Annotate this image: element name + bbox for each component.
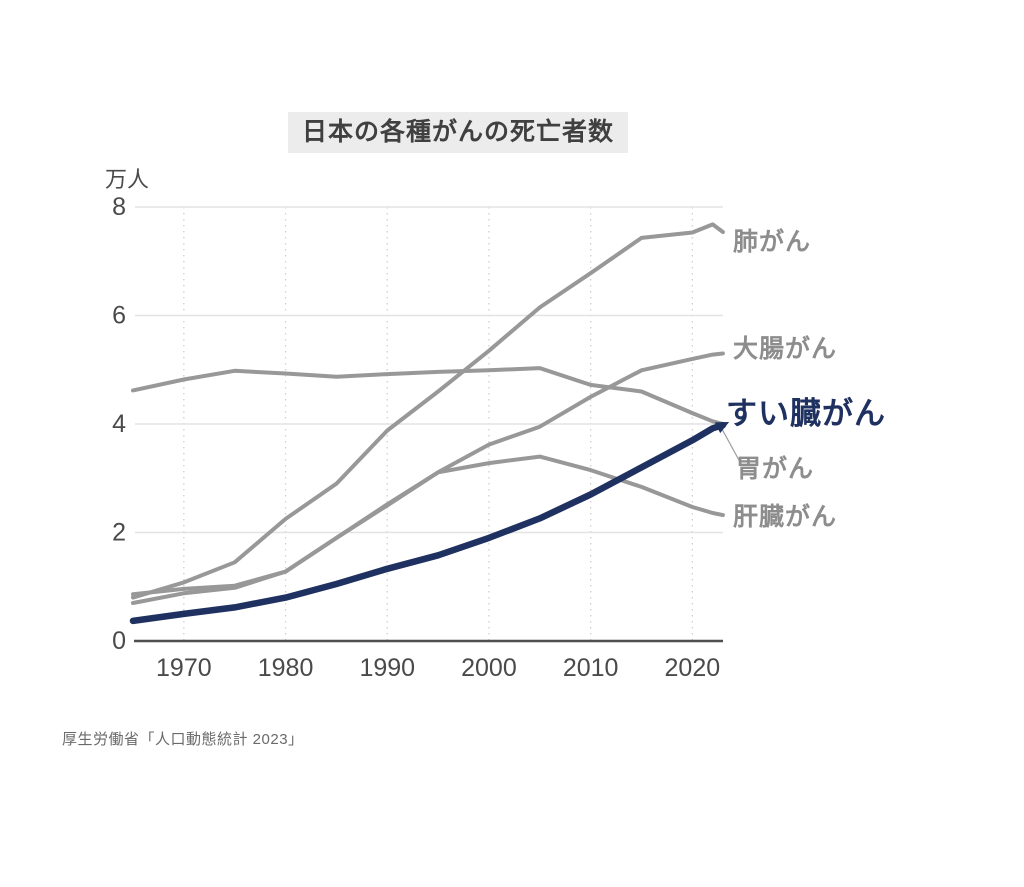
series-line-lung (131, 222, 725, 600)
series-label-liver: 肝臓がん (733, 503, 838, 531)
series-label-colorectal: 大腸がん (733, 335, 838, 363)
series-label-stomach: 胃がん (736, 455, 815, 483)
series-line-stomach (131, 366, 725, 426)
y-tick-label-0: 0 (112, 627, 126, 655)
x-tick-label-2010: 2010 (563, 654, 619, 682)
series-label-lung: 肺がん (733, 228, 812, 256)
series-label-pancreas: すい臓がん (726, 396, 886, 431)
x-tick-label-1990: 1990 (359, 654, 415, 682)
y-tick-label-2: 2 (112, 519, 126, 547)
chart-title: 日本の各種がんの死亡者数 (288, 112, 629, 153)
x-tick-label-1980: 1980 (258, 654, 314, 682)
x-tick-label-2020: 2020 (665, 654, 721, 682)
x-tick-label-2000: 2000 (461, 654, 517, 682)
y-tick-label-8: 8 (112, 193, 126, 221)
source-citation: 厚生労働省「人口動態統計 2023」 (62, 731, 304, 748)
series-line-pancreas (129, 421, 727, 625)
y-axis-unit-label: 万人 (105, 167, 150, 192)
y-tick-label-4: 4 (112, 410, 126, 438)
x-tick-label-1970: 1970 (156, 654, 212, 682)
pancreas-line-arrowhead (714, 422, 730, 434)
stomach-label-leader-line (720, 426, 741, 463)
y-tick-label-6: 6 (112, 302, 126, 330)
series-line-liver (131, 454, 725, 597)
